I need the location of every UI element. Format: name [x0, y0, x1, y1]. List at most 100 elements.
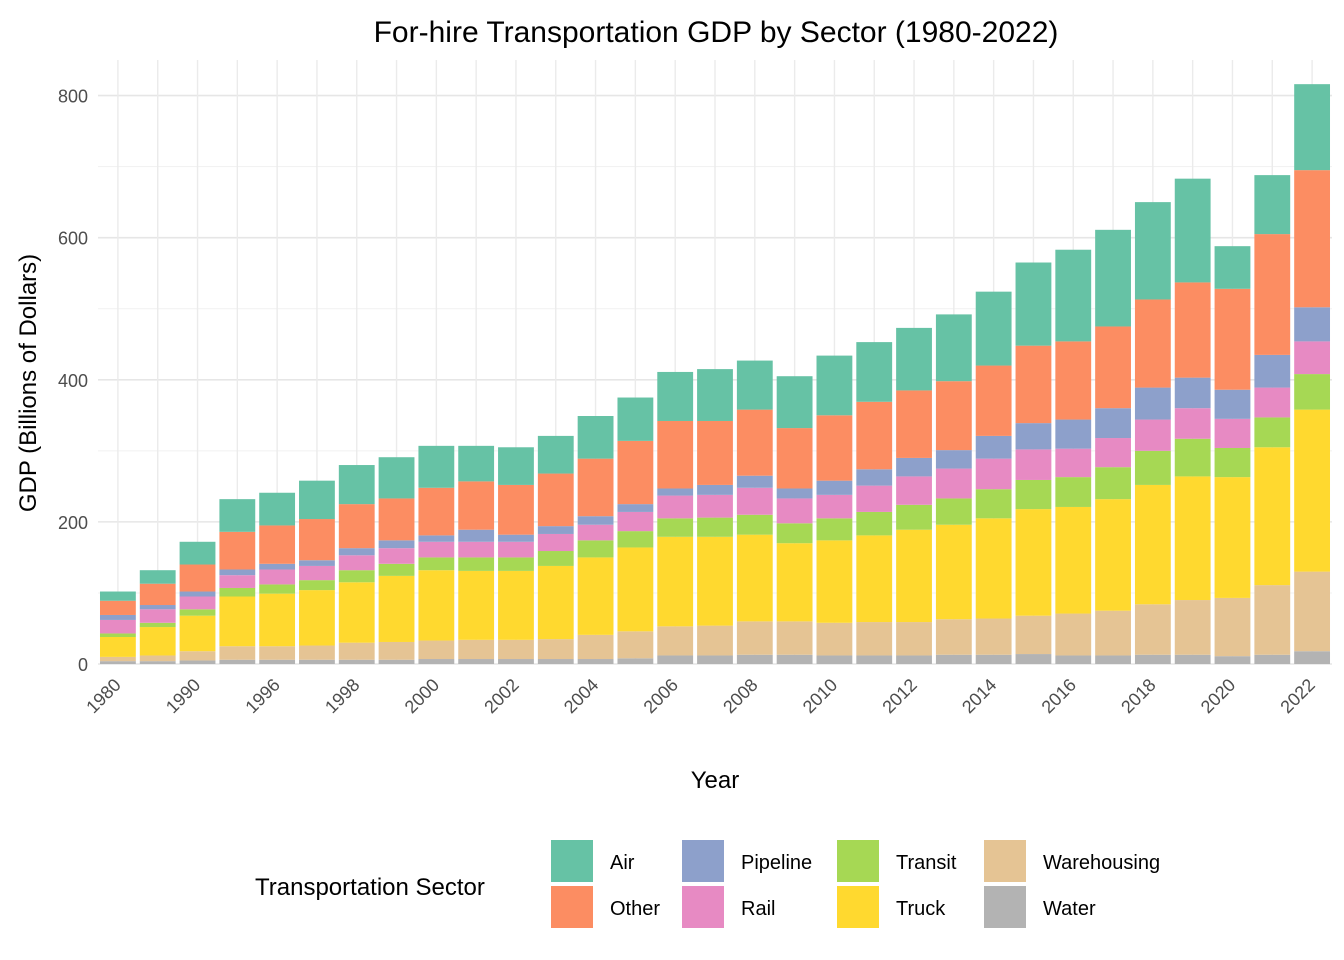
bar-other-1990 [179, 564, 216, 592]
legend-swatch-water [984, 886, 1026, 928]
bar-air-2002 [498, 447, 534, 485]
bar-rail-2001 [458, 541, 495, 558]
bar-truck-2000 [418, 570, 455, 641]
bar-rail-2011 [856, 485, 893, 512]
bar-truck-2005 [617, 547, 654, 632]
bar-pipeline-2012 [896, 457, 932, 477]
bar-air-2014 [975, 291, 1012, 366]
bar-other-2014 [975, 365, 1012, 436]
x-tick-label: 2014 [958, 675, 1000, 717]
y-axis-ticks: 0 200 400 600 800 [58, 87, 88, 675]
bar-warehousing-2011 [856, 622, 893, 656]
bar-rail-1990 [179, 596, 216, 610]
bar-other-2009 [776, 428, 813, 489]
bar-water-2014 [975, 654, 1012, 664]
bar-water-2018 [1134, 654, 1171, 664]
bar-transit-1997 [299, 580, 335, 591]
x-tick-label: 2000 [401, 675, 443, 717]
bar-transit-2001 [458, 557, 495, 571]
bar-water-2016 [1055, 655, 1092, 664]
bar-rail-2007 [697, 494, 733, 518]
bar-pipeline-2017 [1095, 408, 1131, 439]
bar-air-2004 [577, 416, 614, 459]
bar-warehousing-2022 [1294, 571, 1331, 652]
bar-warehousing-1996 [259, 646, 296, 660]
bar-warehousing-2009 [776, 621, 813, 655]
bar-other-2019 [1174, 282, 1211, 378]
bar-truck-2021 [1254, 447, 1291, 586]
legend-swatch-truck [837, 886, 879, 928]
legend-title: Transportation Sector [255, 874, 485, 901]
bar-pipeline-1995 [219, 569, 256, 576]
bar-other-2005 [617, 440, 654, 505]
bar-air-1985 [139, 570, 176, 584]
bar-transit-2013 [935, 498, 972, 525]
bar-water-2010 [816, 655, 853, 664]
bar-water-2001 [458, 659, 495, 664]
legend-label-water: Water [1043, 898, 1096, 920]
bar-truck-2008 [736, 534, 773, 622]
bar-air-2017 [1095, 229, 1131, 327]
bar-air-1996 [259, 492, 296, 526]
bar-truck-2001 [458, 570, 495, 640]
bar-rail-2017 [1095, 438, 1131, 468]
bar-air-2008 [736, 360, 773, 410]
bar-warehousing-2012 [896, 622, 932, 656]
bar-other-2021 [1254, 234, 1291, 355]
bar-truck-1990 [179, 615, 216, 652]
bar-transit-1990 [179, 609, 216, 616]
bar-transit-2007 [697, 517, 733, 537]
bar-truck-1995 [219, 596, 256, 647]
bar-pipeline-2001 [458, 529, 495, 542]
bar-truck-2020 [1214, 477, 1251, 598]
bar-air-1999 [378, 457, 415, 499]
bar-warehousing-2017 [1095, 610, 1131, 656]
bar-warehousing-2005 [617, 631, 654, 659]
bar-air-1997 [299, 480, 335, 520]
bar-transit-2022 [1294, 374, 1331, 410]
bar-air-2010 [816, 355, 853, 416]
legend-swatch-other [551, 886, 593, 928]
bar-truck-1999 [378, 575, 415, 642]
bar-warehousing-1990 [179, 651, 216, 661]
bar-other-2001 [458, 481, 495, 530]
bar-rail-1997 [299, 565, 335, 581]
bar-pipeline-2022 [1294, 307, 1331, 342]
bar-other-2006 [657, 420, 694, 489]
x-tick-label: 2010 [799, 675, 841, 717]
y-tick-label: 800 [58, 87, 88, 107]
bar-rail-2002 [498, 541, 534, 558]
bar-water-1995 [219, 659, 256, 664]
bar-water-2019 [1174, 654, 1211, 664]
bar-truck-2015 [1015, 509, 1052, 616]
bar-other-1996 [259, 525, 296, 564]
y-axis-title: GDP (Billions of Dollars) [15, 254, 42, 512]
bar-warehousing-2007 [697, 625, 733, 656]
bar-pipeline-2013 [935, 450, 972, 469]
x-tick-label: 2022 [1276, 675, 1318, 717]
bar-warehousing-2015 [1015, 615, 1052, 655]
x-tick-label: 1996 [241, 675, 283, 717]
bar-pipeline-2004 [577, 516, 614, 525]
bar-water-2012 [896, 655, 932, 664]
bar-warehousing-1999 [378, 641, 415, 660]
bar-rail-2003 [537, 533, 574, 552]
bar-other-2003 [537, 473, 574, 527]
bar-pipeline-1996 [259, 563, 296, 570]
bar-rail-2022 [1294, 341, 1331, 375]
bar-other-2017 [1095, 326, 1131, 409]
bar-pipeline-2019 [1174, 377, 1211, 409]
bar-rail-2016 [1055, 448, 1092, 478]
legend-swatch-pipeline [682, 840, 724, 882]
bar-warehousing-2016 [1055, 613, 1092, 656]
bar-transit-2008 [736, 514, 773, 535]
bar-truck-2019 [1174, 476, 1211, 601]
bar-water-2021 [1254, 654, 1291, 664]
bar-pipeline-2000 [418, 535, 455, 542]
bar-warehousing-2019 [1174, 600, 1211, 655]
bar-air-1980 [99, 591, 136, 601]
bar-truck-2018 [1134, 484, 1171, 605]
bar-pipeline-2021 [1254, 354, 1291, 388]
bar-air-2000 [418, 445, 455, 488]
bar-pipeline-2008 [736, 475, 773, 488]
